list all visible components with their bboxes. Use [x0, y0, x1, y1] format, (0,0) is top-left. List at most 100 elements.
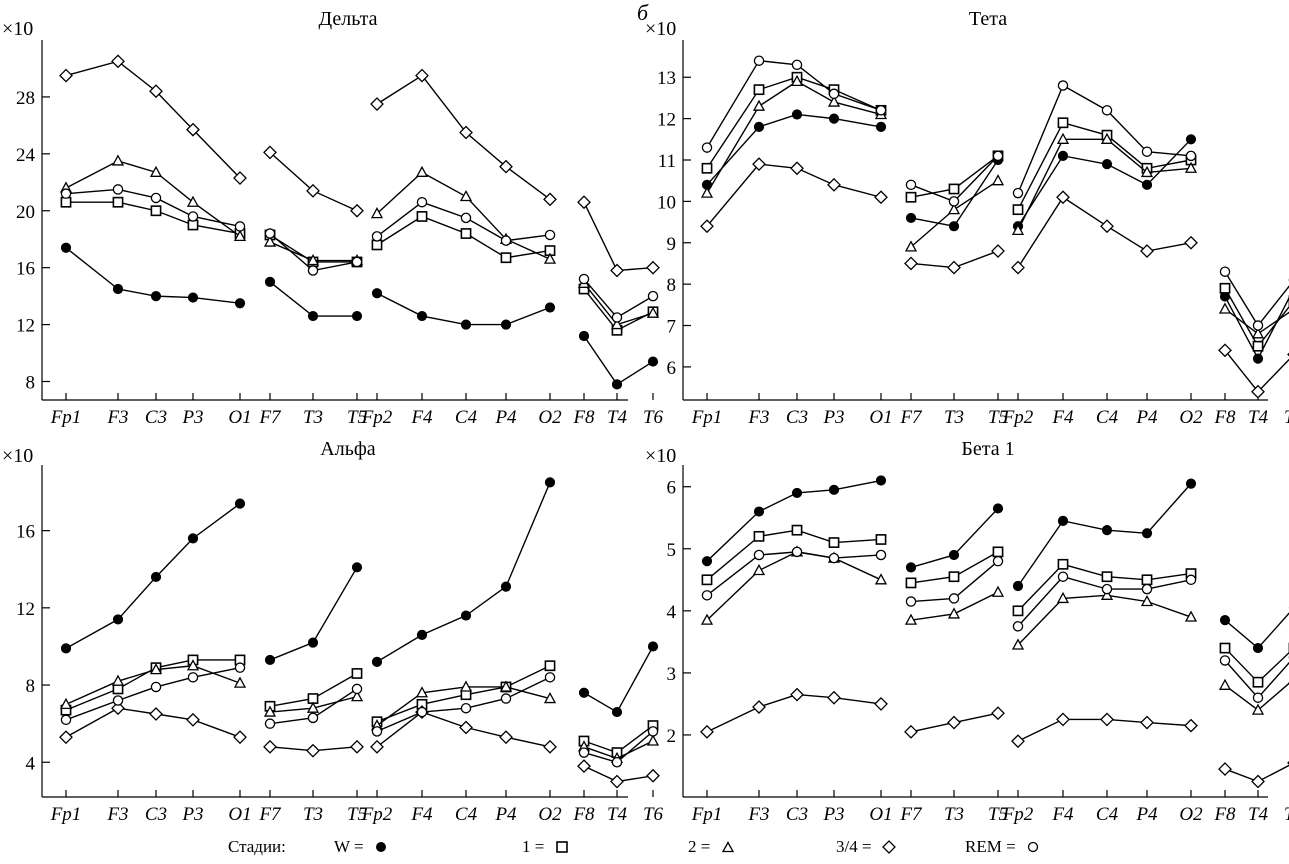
- data-point: [1056, 190, 1070, 205]
- data-point: [416, 629, 428, 640]
- data-point: [753, 55, 765, 66]
- data-point: [1012, 621, 1024, 632]
- x-tick-label: F8: [572, 804, 595, 825]
- series-line: [376, 482, 551, 663]
- data-point: [753, 121, 765, 132]
- data-point: [1218, 762, 1232, 776]
- x-tick-label: F7: [258, 407, 282, 428]
- data-point: [905, 212, 917, 224]
- x-tick-label: C4: [1096, 804, 1119, 825]
- data-point: [307, 310, 319, 322]
- data-point: [1140, 715, 1154, 730]
- data-point: [263, 705, 277, 717]
- data-point: [828, 88, 840, 100]
- y-tick-label: 16: [16, 259, 35, 280]
- data-point: [905, 179, 917, 191]
- series-line: [583, 201, 654, 272]
- y-tick-label: 9: [667, 234, 677, 255]
- data-point: [351, 668, 363, 679]
- data-point: [791, 109, 803, 120]
- data-point: [1252, 642, 1264, 654]
- data-point: [460, 228, 472, 239]
- y-tick-label: 8: [667, 275, 677, 296]
- data-point: [790, 74, 804, 87]
- data-point: [415, 165, 429, 177]
- data-point: [991, 585, 1005, 597]
- data-point: [544, 672, 556, 683]
- data-point: [416, 196, 428, 208]
- data-point: [1251, 703, 1265, 715]
- data-point: [1011, 223, 1025, 235]
- data-point: [1219, 266, 1231, 277]
- data-point: [1184, 161, 1198, 173]
- y-tick-label: 4: [667, 602, 677, 623]
- data-point: [111, 54, 125, 69]
- data-point: [112, 695, 124, 706]
- data-point: [905, 191, 917, 203]
- x-tick-label: O2: [538, 407, 562, 428]
- data-point: [1056, 712, 1070, 727]
- data-point: [234, 221, 246, 232]
- data-point: [500, 693, 512, 704]
- series-3-4: [700, 687, 1289, 789]
- legend-label-34: 3/4 =: [836, 837, 872, 856]
- data-point: [827, 177, 841, 192]
- data-point: [306, 183, 320, 198]
- data-point: [415, 68, 429, 83]
- series-rem: [60, 184, 659, 323]
- series-line: [583, 278, 654, 319]
- data-point: [948, 571, 960, 583]
- data-point: [1101, 583, 1113, 595]
- x-tick-label: Fp1: [691, 407, 723, 428]
- data-point: [149, 165, 163, 177]
- x-tick-label: T5: [988, 407, 1008, 428]
- data-point: [991, 706, 1005, 721]
- x-tick-label: F8: [1213, 407, 1236, 428]
- data-point: [1251, 774, 1265, 789]
- series-line: [269, 281, 357, 317]
- data-point: [263, 145, 277, 160]
- series-rem: [60, 662, 659, 768]
- data-point: [991, 174, 1005, 186]
- data-point: [150, 192, 162, 204]
- data-point: [370, 97, 384, 111]
- x-tick-label: Fp2: [1002, 804, 1034, 825]
- data-point: [234, 498, 246, 509]
- x-tick-label: O1: [869, 407, 892, 428]
- series-3-4: [59, 701, 660, 789]
- data-point: [905, 577, 917, 589]
- data-point: [306, 701, 320, 713]
- series-line: [269, 151, 358, 212]
- triangle-icon: [721, 841, 734, 853]
- data-point: [1140, 244, 1154, 258]
- data-point: [701, 574, 713, 586]
- data-point: [543, 192, 557, 207]
- data-point: [234, 662, 246, 673]
- data-point: [544, 229, 556, 241]
- series-line: [376, 292, 551, 326]
- x-tick-label: F4: [410, 804, 433, 825]
- data-point: [611, 757, 623, 768]
- data-point: [701, 142, 713, 153]
- data-point: [234, 298, 246, 309]
- data-point: [307, 637, 319, 648]
- data-point: [947, 715, 961, 730]
- data-point: [371, 726, 383, 737]
- series-w: [60, 242, 659, 390]
- data-point: [187, 219, 199, 231]
- x-tick-label: P4: [494, 804, 517, 825]
- x-tick-label: C3: [786, 407, 808, 428]
- series-3-4: [700, 157, 1289, 399]
- x-tick-label: T4: [1248, 804, 1269, 825]
- data-point: [874, 190, 888, 205]
- data-point: [874, 573, 888, 585]
- x-tick-label: T3: [944, 804, 964, 825]
- data-point: [700, 186, 714, 198]
- data-point: [1057, 558, 1069, 570]
- data-point: [992, 555, 1004, 567]
- legend-item-rem: REM =: [965, 837, 1040, 857]
- data-point: [610, 263, 624, 278]
- data-point: [1252, 320, 1264, 331]
- x-tick-label: Fp1: [691, 804, 723, 825]
